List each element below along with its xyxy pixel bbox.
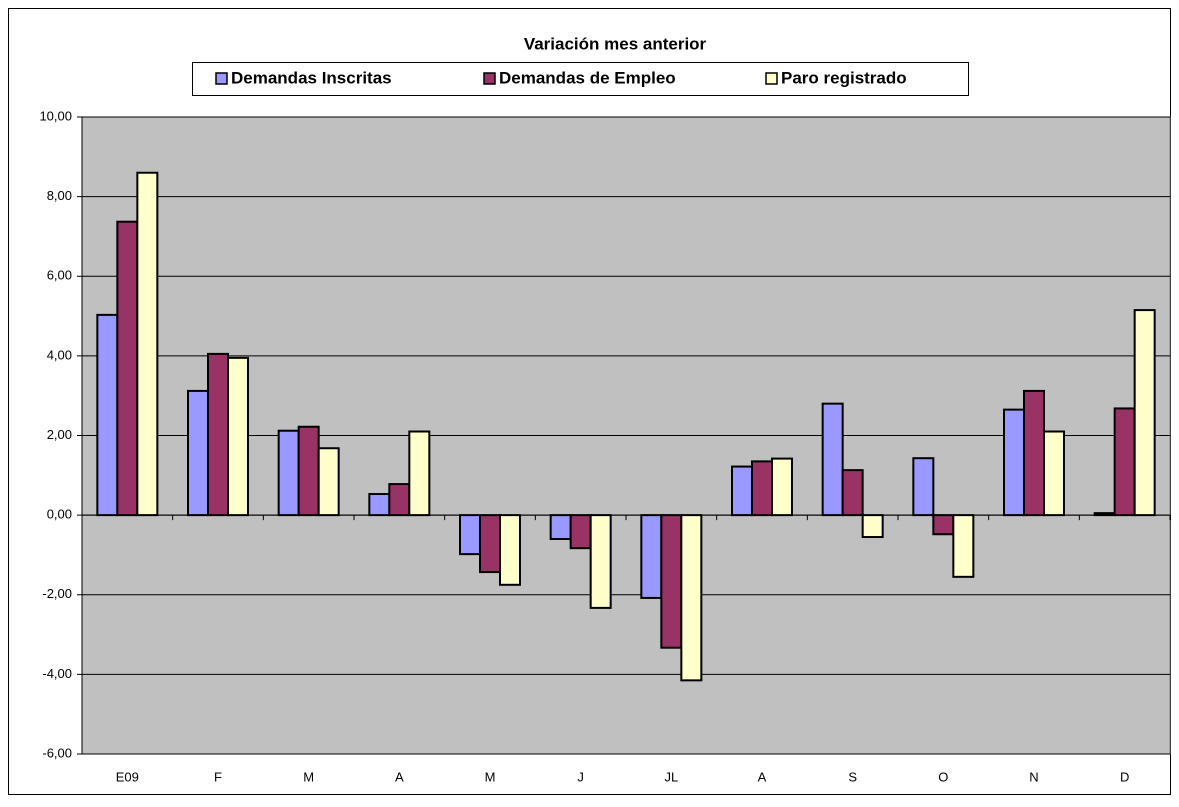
y-tick-label: 10,00	[39, 108, 72, 123]
bar	[680, 514, 703, 682]
bar	[459, 514, 481, 556]
bar	[640, 514, 663, 599]
x-tick-label: N	[1029, 769, 1038, 784]
bar	[116, 220, 139, 517]
bar	[227, 356, 249, 517]
bar	[1023, 389, 1045, 517]
bar	[207, 352, 229, 517]
x-tick-label: D	[1120, 769, 1129, 784]
y-tick-label: -2,00	[42, 586, 72, 601]
bar	[771, 457, 793, 517]
bar	[479, 514, 501, 574]
bar	[1043, 430, 1065, 517]
bar	[660, 514, 683, 649]
bar	[136, 171, 159, 517]
bar	[277, 429, 300, 517]
legend-swatch	[765, 72, 778, 85]
x-tick-label: A	[758, 769, 767, 784]
bar	[751, 460, 773, 517]
x-tick-label: F	[214, 769, 222, 784]
legend-label: Demandas de Empleo	[499, 68, 676, 87]
legend-label: Paro registrado	[781, 68, 907, 87]
x-tick-label: S	[848, 769, 857, 784]
bar	[408, 430, 431, 517]
bar	[1113, 407, 1136, 517]
bar	[297, 425, 320, 517]
bar	[388, 483, 411, 517]
x-tick-label: A	[395, 769, 404, 784]
x-tick-label: M	[485, 769, 496, 784]
y-tick-label: 2,00	[47, 427, 72, 442]
y-tick-label: 0,00	[47, 507, 72, 522]
legend-swatch	[483, 72, 496, 85]
bar	[569, 514, 592, 550]
y-tick-label: 8,00	[47, 188, 72, 203]
bar	[368, 493, 391, 517]
x-tick-label: E09	[116, 769, 139, 784]
x-tick-label: JL	[664, 769, 678, 784]
y-tick-label: 4,00	[47, 347, 72, 362]
bar	[821, 402, 844, 517]
bar	[187, 389, 209, 517]
bar	[861, 514, 884, 539]
legend-label: Demandas Inscritas	[231, 68, 392, 87]
bar	[932, 514, 955, 536]
bar	[96, 313, 119, 517]
bar	[549, 514, 572, 541]
bar	[841, 469, 864, 517]
bar	[1133, 309, 1156, 517]
x-tick-label: J	[577, 769, 584, 784]
y-tick-label: -4,00	[42, 666, 72, 681]
bar	[731, 465, 753, 517]
legend-swatch	[215, 72, 228, 85]
x-tick-label: O	[938, 769, 948, 784]
legend	[192, 62, 969, 96]
bar	[912, 457, 935, 517]
bar	[952, 514, 975, 578]
x-tick-label: M	[303, 769, 314, 784]
bar	[589, 514, 612, 609]
bar	[499, 514, 521, 586]
bar	[1003, 408, 1025, 517]
chart-title: Variación mes anterior	[524, 34, 707, 53]
bar	[317, 447, 340, 517]
y-tick-label: -6,00	[42, 745, 72, 760]
y-tick-label: 6,00	[47, 268, 72, 283]
